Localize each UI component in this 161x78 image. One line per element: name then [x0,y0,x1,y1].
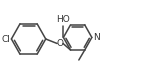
Text: Cl: Cl [2,34,10,44]
Text: N: N [93,33,99,42]
Text: O: O [57,39,64,48]
Text: HO: HO [57,15,70,24]
